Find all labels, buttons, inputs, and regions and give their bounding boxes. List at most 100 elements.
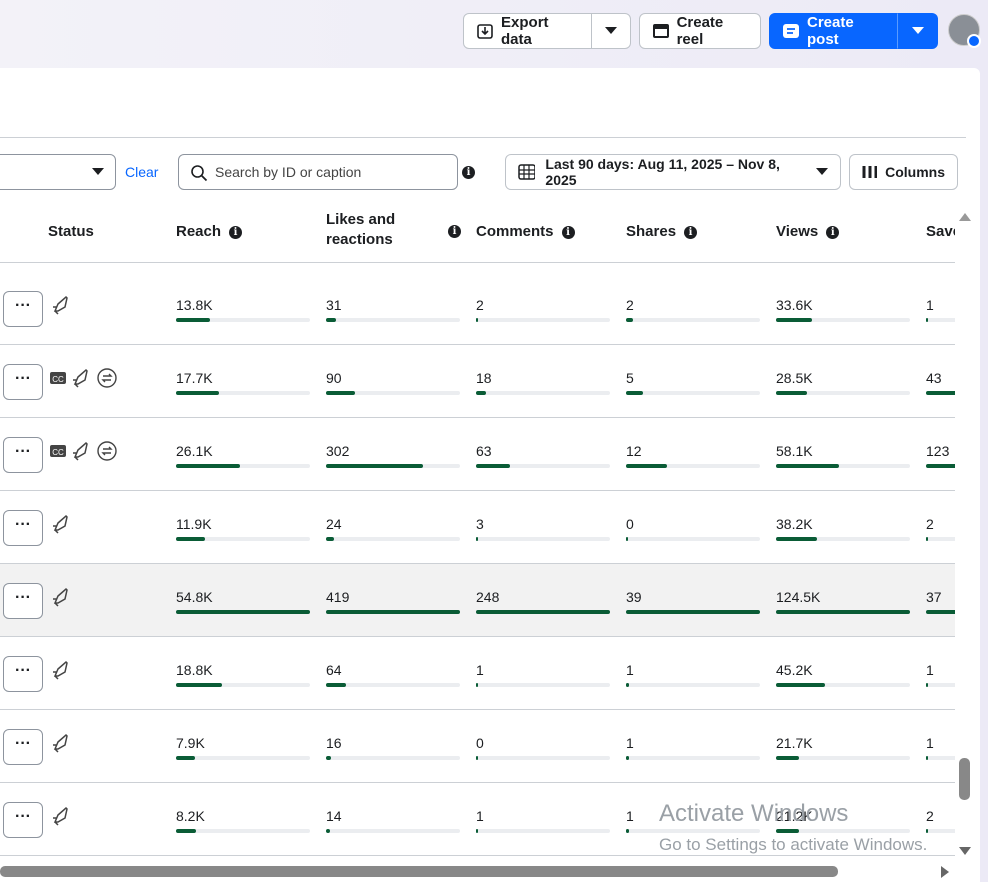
metric-bar	[476, 391, 486, 395]
boost-icon	[53, 733, 68, 753]
vertical-scrollbar[interactable]	[958, 210, 972, 860]
metric-value: 14	[326, 808, 342, 824]
bar-track	[926, 318, 955, 322]
metric-bar	[476, 537, 478, 541]
boost-icon	[73, 368, 88, 388]
metric-value: 13.8K	[176, 297, 213, 313]
download-icon	[477, 24, 493, 39]
metric-value: 12	[626, 443, 642, 459]
label: Export data	[501, 14, 549, 48]
create-reel-button[interactable]: Create reel	[639, 13, 761, 49]
status-icons: CC	[50, 367, 118, 389]
columns-button[interactable]: Columns	[849, 154, 958, 190]
bar-track	[476, 391, 610, 395]
metric-value: 1	[926, 297, 934, 313]
info-icon[interactable]: i	[462, 166, 475, 179]
filter-dropdown[interactable]	[0, 154, 116, 190]
metric-value: 24	[326, 516, 342, 532]
facebook-badge	[967, 34, 981, 48]
column-header: Views i	[776, 212, 840, 252]
reel-icon	[653, 24, 669, 38]
metric-value: 302	[326, 443, 350, 459]
captions-icon: CC	[50, 445, 66, 457]
scroll-right	[941, 866, 949, 878]
more-button[interactable]: ···	[3, 802, 43, 838]
metric-bar	[326, 391, 355, 395]
more-button[interactable]: ···	[3, 729, 43, 765]
metric-value: 1	[926, 662, 934, 678]
more-button[interactable]: ···	[3, 291, 43, 327]
more-button[interactable]: ···	[3, 510, 43, 546]
more-button[interactable]: ···	[3, 364, 43, 400]
metric-bar	[926, 683, 928, 687]
metric-value: 2	[926, 808, 934, 824]
bar-track	[176, 683, 310, 687]
boost-icon	[73, 441, 88, 461]
date-range-button[interactable]: Last 90 days: Aug 11, 2025 – Nov 8, 2025	[505, 154, 841, 190]
metric-bar	[476, 829, 478, 833]
post-icon	[783, 24, 799, 38]
bar-track	[926, 683, 955, 687]
svg-text:CC: CC	[52, 448, 64, 457]
create-post-button[interactable]: Create post	[769, 13, 898, 49]
more-button[interactable]: ···	[3, 437, 43, 473]
metric-value: 26.1K	[176, 443, 213, 459]
metric-value: 2	[626, 297, 634, 313]
metric-bar	[476, 464, 511, 468]
bar-track	[176, 610, 310, 614]
status-icons	[50, 805, 72, 827]
metric-value: 1	[476, 662, 484, 678]
bar-track	[626, 683, 760, 687]
metric-value: 38.2K	[776, 516, 813, 532]
table-row: ··· CC 26.1K 302 63 12 58.1K 123	[0, 418, 955, 491]
metric-value: 45.2K	[776, 662, 813, 678]
info-icon[interactable]: i	[826, 225, 840, 239]
metric-value: 21.7K	[776, 735, 813, 751]
metric-value: 31	[326, 297, 342, 313]
info-icon[interactable]: i	[229, 225, 243, 239]
metric-value: 16	[326, 735, 342, 751]
more-button[interactable]: ···	[3, 583, 43, 619]
horizontal-scroll-thumb[interactable]	[0, 866, 838, 877]
metric-bar	[326, 610, 460, 614]
crosspost-icon	[97, 441, 117, 461]
bar-track	[326, 318, 460, 322]
header-label: Shares	[626, 223, 677, 240]
metric-bar	[626, 756, 630, 760]
metric-value: 18	[476, 370, 492, 386]
header-label: Comments	[476, 223, 554, 240]
column-header: Shares i	[626, 212, 698, 252]
header-label: Likes and reactions	[326, 211, 396, 248]
bar-track	[776, 391, 910, 395]
bar-track	[926, 391, 955, 395]
metric-value: 248	[476, 589, 500, 605]
bar-track	[626, 537, 760, 541]
metric-bar	[176, 537, 206, 541]
bar-track	[626, 464, 760, 468]
bar-track	[326, 537, 460, 541]
clear-link[interactable]: Clear	[125, 164, 159, 180]
header-label: Views	[776, 223, 819, 240]
export-dropdown[interactable]	[591, 13, 631, 49]
more-button[interactable]: ···	[3, 656, 43, 692]
metric-bar	[626, 537, 628, 541]
metric-value: 1	[476, 808, 484, 824]
calendar-icon	[518, 164, 536, 180]
export-data-button[interactable]: Export data	[463, 13, 592, 49]
column-header: Saves	[926, 212, 955, 252]
metric-value: 64	[326, 662, 342, 678]
info-icon[interactable]: i	[561, 225, 575, 239]
metric-bar	[626, 829, 630, 833]
info-icon[interactable]: i	[448, 224, 461, 238]
boost-icon	[53, 587, 68, 607]
post-dropdown[interactable]	[897, 13, 938, 49]
label: Create reel	[676, 14, 724, 48]
bar-track	[776, 464, 910, 468]
bar-track	[776, 610, 910, 614]
metric-bar	[476, 610, 610, 614]
info-icon[interactable]: i	[684, 225, 698, 239]
search-box[interactable]: Search by ID or caption	[178, 154, 458, 190]
metric-value: 1	[926, 735, 934, 751]
bar-track	[326, 391, 460, 395]
